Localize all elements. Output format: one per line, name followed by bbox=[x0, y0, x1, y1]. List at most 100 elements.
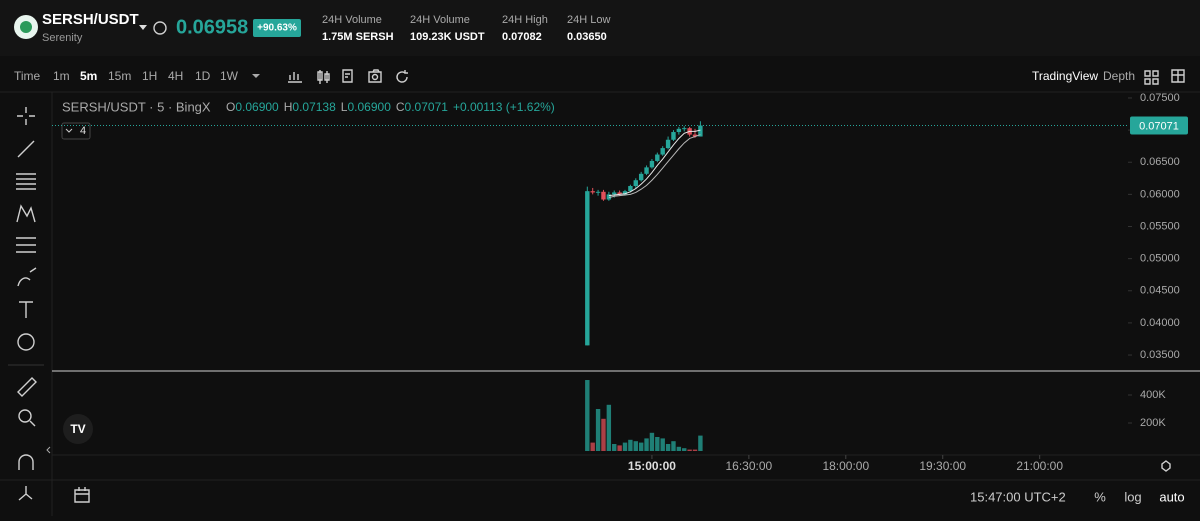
measure-tool[interactable] bbox=[17, 377, 37, 397]
volume-bar bbox=[617, 445, 622, 451]
settings-icon[interactable] bbox=[1161, 460, 1171, 472]
chart-title: SERSH/USDT · 5 · BingX bbox=[62, 99, 211, 114]
fullscreen-icon[interactable] bbox=[1171, 69, 1185, 83]
coin-name: Serenity bbox=[42, 32, 83, 44]
template-icon[interactable] bbox=[342, 69, 353, 83]
current-price-label: 0.07071 bbox=[1139, 120, 1179, 132]
legend-label: O bbox=[226, 100, 235, 114]
volume-bar bbox=[638, 442, 644, 451]
price-tick-label: 0.05000 bbox=[1140, 253, 1180, 265]
candle-body bbox=[660, 148, 665, 155]
legend-label: L bbox=[341, 100, 348, 114]
price-tick-label: 0.07500 bbox=[1140, 92, 1180, 104]
interval[interactable]: 5m bbox=[80, 69, 97, 83]
volume-bar bbox=[660, 438, 665, 451]
volume-bar bbox=[622, 442, 628, 451]
volume-bar bbox=[601, 418, 606, 451]
interval[interactable]: Time bbox=[14, 69, 41, 83]
header-bar bbox=[0, 0, 1200, 56]
indicator-toggle[interactable] bbox=[61, 122, 91, 140]
volume-bar bbox=[687, 449, 692, 451]
zoom-tool[interactable] bbox=[18, 409, 32, 423]
time-tick-label: 16:30:00 bbox=[726, 459, 773, 473]
volume-bar bbox=[698, 435, 703, 451]
info-icon[interactable] bbox=[153, 21, 167, 35]
candle-body bbox=[692, 134, 698, 137]
candle-body bbox=[585, 191, 590, 346]
layout-icon[interactable] bbox=[1144, 70, 1159, 85]
candle-body bbox=[633, 180, 638, 187]
volume-bar bbox=[665, 444, 671, 451]
interval[interactable]: 1D bbox=[195, 69, 211, 83]
toolbar-icons bbox=[288, 69, 1185, 85]
candle-body bbox=[622, 191, 628, 195]
interval[interactable]: 1H bbox=[142, 69, 157, 83]
brush-tool[interactable] bbox=[17, 267, 37, 287]
volume-bar bbox=[590, 442, 595, 451]
clock: 15:47:00 UTC+2 bbox=[970, 489, 1066, 504]
volume-tick-label: 200K bbox=[1140, 417, 1166, 429]
interval[interactable]: 1m bbox=[53, 69, 70, 83]
volume-bar bbox=[628, 439, 633, 451]
ohlc-legend: O0.06900 H0.07138 L0.06900 C0.07071 +0.00113… bbox=[226, 100, 555, 114]
view-tab[interactable]: Depth bbox=[1103, 69, 1135, 83]
interval-dropdown[interactable] bbox=[252, 74, 260, 78]
price-tick-label: 0.05500 bbox=[1140, 220, 1180, 232]
line-tool[interactable] bbox=[17, 140, 35, 158]
candle-body bbox=[638, 173, 644, 181]
legend-value: 0.06900 bbox=[347, 100, 391, 114]
candle-body bbox=[665, 139, 671, 149]
indicators-icon[interactable] bbox=[288, 72, 302, 83]
price-tick-label: 0.06000 bbox=[1140, 188, 1180, 200]
stat-value: 0.07082 bbox=[502, 31, 542, 43]
fib-tool[interactable] bbox=[16, 173, 36, 190]
stat-value: 1.75M SERSH bbox=[322, 31, 394, 43]
price-tick-label: 0.04500 bbox=[1140, 285, 1180, 297]
volume-bar bbox=[595, 409, 601, 451]
interval[interactable]: 4H bbox=[168, 69, 183, 83]
text-tool[interactable] bbox=[19, 301, 33, 318]
stat-label: 24H Low bbox=[567, 14, 610, 26]
candle-body bbox=[595, 191, 601, 193]
price-tick-label: 0.06500 bbox=[1140, 156, 1180, 168]
price-tick-label: 0.03500 bbox=[1140, 349, 1180, 361]
date-range-icon[interactable] bbox=[74, 487, 90, 503]
magnet-tool[interactable] bbox=[18, 454, 34, 470]
legend-label: C bbox=[396, 100, 405, 114]
candle-body bbox=[655, 154, 660, 161]
stat-label: 24H High bbox=[502, 14, 548, 26]
crosshair-tool[interactable] bbox=[17, 107, 35, 125]
indicator-arrow bbox=[65, 128, 73, 133]
candle-body bbox=[628, 186, 633, 192]
change: +90.63% bbox=[257, 23, 297, 34]
symbol-dropdown[interactable] bbox=[139, 25, 147, 30]
chart-type-icon[interactable] bbox=[317, 70, 330, 84]
screenshot-lens bbox=[371, 73, 379, 81]
reset-icon[interactable] bbox=[396, 70, 408, 83]
interval[interactable]: 15m bbox=[108, 69, 131, 83]
collapse-arrow[interactable] bbox=[46, 446, 51, 454]
interval[interactable]: 1W bbox=[220, 69, 239, 83]
screenshot-icon[interactable] bbox=[368, 69, 382, 83]
stat-value: 0.03650 bbox=[567, 31, 607, 43]
volume-bar bbox=[692, 449, 698, 451]
scale-option[interactable]: log bbox=[1124, 489, 1141, 504]
time-tick-label: 18:00:00 bbox=[822, 459, 869, 473]
scale-option[interactable]: % bbox=[1094, 489, 1106, 504]
time-tick-label: 21:00:00 bbox=[1016, 459, 1063, 473]
volume-bar bbox=[676, 446, 682, 451]
scale-option[interactable]: auto bbox=[1159, 489, 1184, 504]
volume-tick-label: 400K bbox=[1140, 389, 1166, 401]
symbol: SERSH/USDT bbox=[42, 11, 139, 28]
candle-body bbox=[676, 128, 682, 133]
legend-value: 0.07138 bbox=[292, 100, 336, 114]
lock-tool[interactable] bbox=[18, 486, 33, 501]
forecast-tool[interactable] bbox=[16, 237, 36, 253]
moving-average bbox=[608, 134, 701, 199]
emoji-tool[interactable] bbox=[17, 333, 35, 351]
stat-label: 24H Volume bbox=[322, 14, 382, 26]
view-tab[interactable]: TradingView bbox=[1032, 69, 1098, 83]
indicator-count: 4 bbox=[80, 125, 86, 137]
pattern-tool[interactable] bbox=[16, 204, 36, 223]
candle-body bbox=[601, 191, 606, 200]
